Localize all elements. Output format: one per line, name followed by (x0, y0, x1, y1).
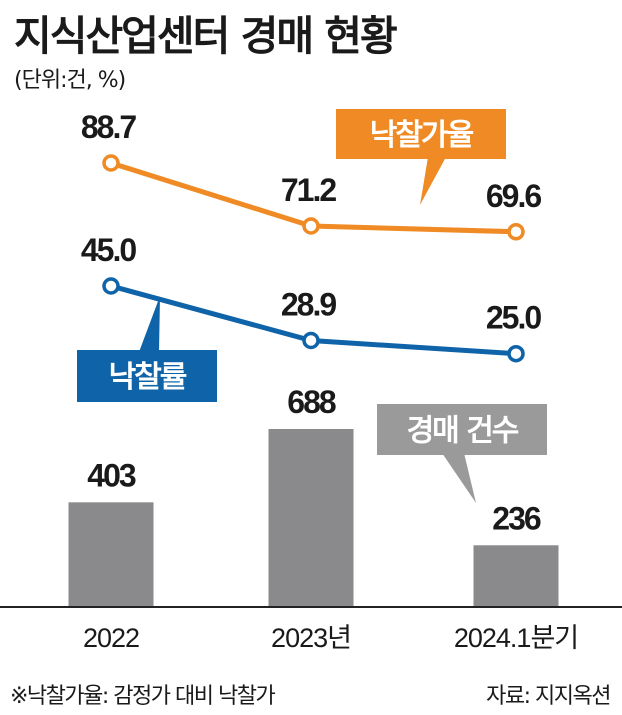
rate-sale-value-1: 45.0 (81, 232, 136, 268)
legend-rate-price-text: 낙찰가율 (370, 118, 474, 153)
legend-rate-price-pointer (420, 157, 446, 205)
rate-price-value-3: 69.6 (486, 178, 541, 214)
bar-2 (268, 429, 354, 606)
legend-rate-sale-text: 낙찰률 (109, 360, 187, 395)
legend-rate-price-box (336, 109, 506, 159)
x-tick-2: 2023년 (271, 623, 351, 653)
rate-sale-value-3: 25.0 (486, 300, 541, 336)
x-tick-1: 2022 (83, 623, 139, 653)
unit-label: (단위:건, %) (14, 68, 126, 93)
rate-sale-value-2: 28.9 (281, 287, 336, 323)
legend-auction-count-text: 경매 건수 (407, 414, 519, 449)
source-note: 자료: 지지옥션 (486, 684, 611, 709)
bar-value-3: 236 (492, 500, 541, 536)
legend-auction-count-box (377, 404, 547, 455)
legend-rate-sale-pointer (139, 296, 160, 352)
rate-price-value-2: 71.2 (281, 172, 336, 208)
rate-price-point-3 (507, 223, 525, 241)
rate-sale-point-1 (102, 277, 120, 295)
rate-sale-point-2 (302, 331, 320, 350)
rate-price-point-2 (302, 217, 320, 235)
bar-value-2: 688 (287, 384, 336, 420)
rate-price-point-1 (102, 154, 120, 172)
legend-rate-sale-box (77, 350, 217, 402)
bar-3 (473, 545, 559, 606)
legend-auction-count-pointer (442, 453, 476, 503)
bar-value-1: 403 (87, 457, 136, 493)
chart-title: 지식산업센터 경매 현황 (14, 12, 398, 60)
x-tick-3: 2024.1분기 (454, 623, 578, 653)
rate-price-value-1: 88.7 (81, 109, 136, 145)
rate-sale-point-3 (507, 344, 525, 363)
bar-1 (68, 502, 154, 606)
footnote: ※낙찰가율: 감정가 대비 낙찰가 (10, 684, 276, 709)
